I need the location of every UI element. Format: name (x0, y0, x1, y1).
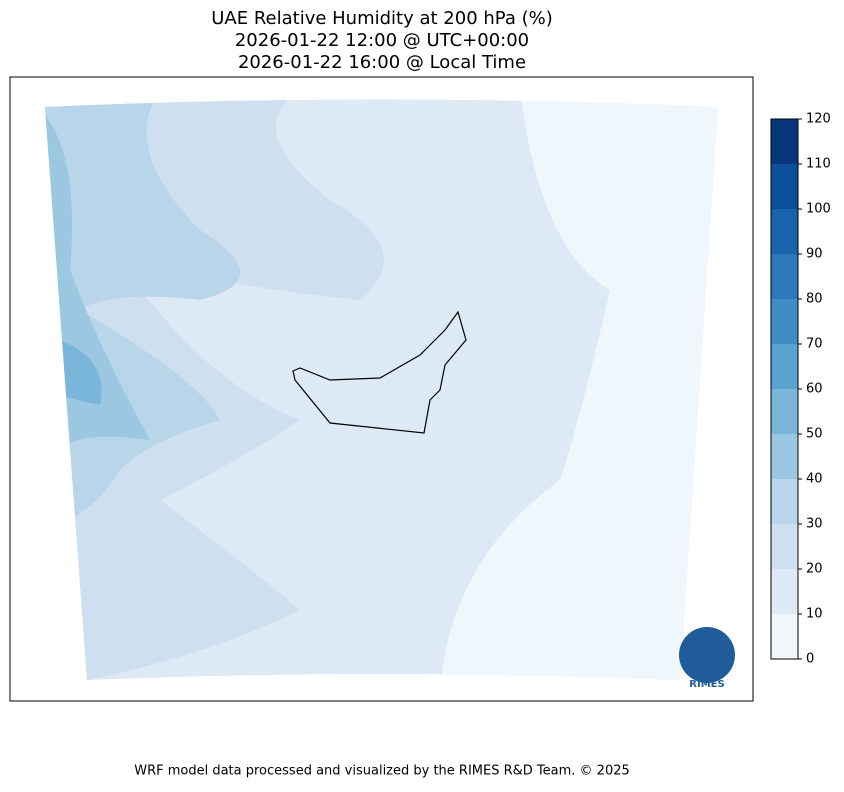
colorbar-band (771, 479, 798, 524)
colorbar-tick-label: 10 (806, 607, 823, 622)
colorbar-band (771, 254, 798, 299)
colorbar-tick-label: 40 (806, 472, 823, 487)
title-line: 2026-01-22 12:00 @ UTC+00:00 (235, 30, 529, 51)
map: RIMES (9, 76, 754, 702)
logo-emblem (679, 627, 735, 683)
footer: WRF model data processed and visualized … (134, 764, 630, 779)
colorbar-band (771, 299, 798, 344)
colorbar-band (771, 614, 798, 659)
logo-text: RIMES (689, 679, 724, 690)
colorbar-band (771, 164, 798, 209)
title-line: 2026-01-22 16:00 @ Local Time (238, 52, 526, 73)
title-line: UAE Relative Humidity at 200 hPa (%) (211, 8, 552, 29)
colorbar-tick-label: 120 (806, 112, 831, 127)
colorbar-tick-label: 50 (806, 427, 823, 442)
colorbar-tick-label: 90 (806, 247, 823, 262)
colorbar-tick-label: 30 (806, 517, 823, 532)
colorbar-band (771, 524, 798, 569)
colorbar-tick-label: 80 (806, 292, 823, 307)
colorbar-band (771, 569, 798, 614)
colorbar-tick-label: 0 (806, 652, 814, 667)
colorbar-tick-label: 20 (806, 562, 823, 577)
colorbar: 0 10 20 30 40 50 60 70 80 90 100 110 120 (770, 112, 831, 667)
colorbar-tick-label: 70 (806, 337, 823, 352)
colorbar-band (771, 209, 798, 254)
colorbar-tick-label: 100 (806, 202, 831, 217)
colorbar-band (771, 389, 798, 434)
colorbar-band (771, 344, 798, 389)
colorbar-tick-label: 60 (806, 382, 823, 397)
colorbar-tick-label: 110 (806, 157, 831, 172)
colorbar-band (771, 119, 798, 164)
colorbar-band (771, 434, 798, 479)
